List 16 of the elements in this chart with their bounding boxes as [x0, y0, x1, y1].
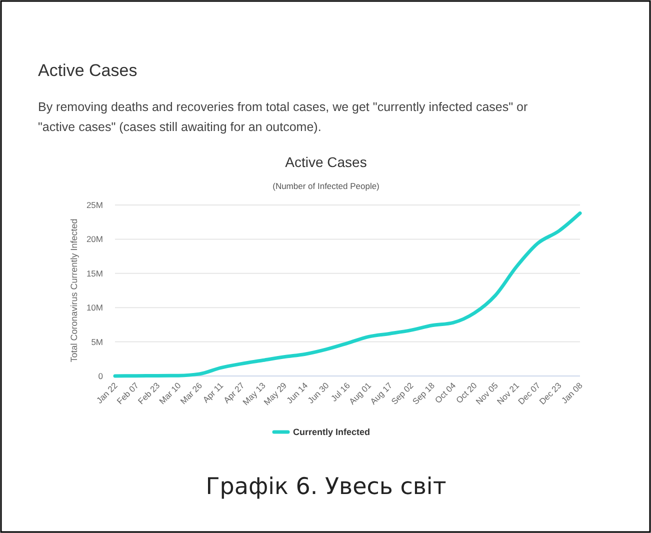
y-tick-label: 15M	[86, 268, 103, 278]
x-tick-label: Apr 11	[200, 380, 226, 405]
y-tick-label: 5M	[91, 336, 103, 347]
y-tick-label: 25M	[86, 200, 103, 210]
text: Active Cases	[38, 61, 138, 80]
y-axis-title: Total Coronavirus Currently Infected	[69, 218, 79, 362]
text: Графік 6. Увесь світ	[206, 474, 446, 500]
y-tick-label: 0	[98, 370, 104, 381]
y-tick-label: 10M	[86, 302, 103, 313]
y-tick-label: 20M	[86, 234, 103, 244]
chart-subtitle: (Number of Infected People)	[272, 181, 380, 191]
x-tick-label: Dec 23	[537, 380, 564, 406]
text: By removing deaths and recoveries from total cases, we get "currently infected cases" or "active cases" (cases still awaiting for an outcome).	[38, 100, 528, 134]
line-series	[113, 211, 582, 378]
legend-label: Currently Infected	[293, 427, 370, 438]
chart-title: Active Cases	[285, 154, 367, 170]
